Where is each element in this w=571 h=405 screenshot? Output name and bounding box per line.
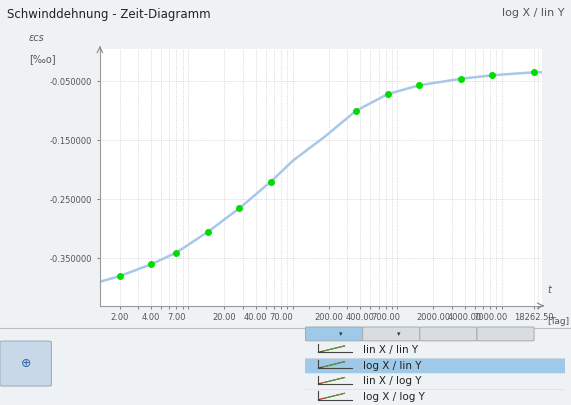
Point (383, 91, 392, 97)
Text: log X / log Y: log X / log Y (363, 392, 424, 402)
Point (267, 178, 276, 185)
FancyBboxPatch shape (305, 327, 363, 341)
Text: ▾: ▾ (396, 331, 400, 337)
Point (115, 273, 124, 279)
Text: t: t (547, 286, 551, 295)
Text: lin X / lin Y: lin X / lin Y (363, 345, 418, 355)
Point (488, 72, 497, 79)
Bar (305, 358, 565, 373)
Point (203, 229, 212, 235)
Text: [Tag]: [Tag] (547, 317, 569, 326)
Point (529, 69, 538, 75)
Text: lin X / log Y: lin X / log Y (363, 376, 421, 386)
Point (172, 249, 181, 256)
FancyBboxPatch shape (477, 327, 534, 341)
Point (456, 75, 465, 82)
Point (415, 82, 424, 89)
Text: log X / lin Y: log X / lin Y (363, 360, 421, 371)
Text: [‰o]: [‰o] (29, 54, 56, 64)
FancyBboxPatch shape (363, 327, 420, 341)
Text: ▾: ▾ (339, 331, 343, 337)
FancyBboxPatch shape (420, 327, 477, 341)
Text: log X / lin Y: log X / lin Y (502, 8, 564, 18)
Point (235, 205, 244, 211)
Text: εcs: εcs (29, 34, 45, 43)
Text: ⊕: ⊕ (21, 358, 31, 371)
Point (146, 261, 155, 268)
Text: Schwinddehnung - Zeit-Diagramm: Schwinddehnung - Zeit-Diagramm (7, 8, 211, 21)
Point (352, 107, 361, 114)
FancyBboxPatch shape (0, 341, 51, 386)
